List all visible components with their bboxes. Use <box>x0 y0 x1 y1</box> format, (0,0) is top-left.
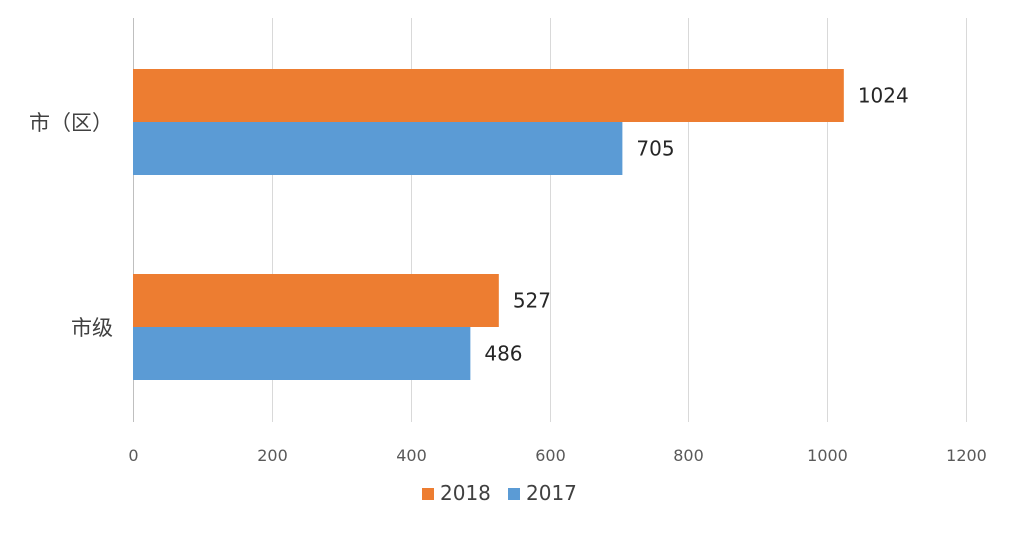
data-labels: 1024 705 527 486 <box>484 84 908 366</box>
legend-label-2017: 2017 <box>526 481 577 505</box>
bars <box>133 69 844 380</box>
x-tick-label: 800 <box>673 446 704 465</box>
x-tick-label: 600 <box>535 446 566 465</box>
x-tick-label: 200 <box>257 446 288 465</box>
y-category-label: 市（区） <box>29 111 113 135</box>
x-tick-label: 1000 <box>807 446 848 465</box>
x-tick-label: 0 <box>128 446 138 465</box>
legend-label-2018: 2018 <box>440 481 491 505</box>
data-label-2017-1: 486 <box>484 342 522 366</box>
data-label-2018-0: 1024 <box>858 84 909 108</box>
data-label-2018-1: 527 <box>513 289 551 313</box>
bar-2017-1 <box>133 327 471 380</box>
x-tick-label: 400 <box>396 446 427 465</box>
data-label-2017-0: 705 <box>636 137 674 161</box>
legend: 2018 2017 <box>422 481 577 505</box>
bar-2017-0 <box>133 122 623 175</box>
bar-2018-1 <box>133 274 499 327</box>
legend-swatch-2017 <box>508 488 520 500</box>
legend-swatch-2018 <box>422 488 434 500</box>
y-category-label: 市级 <box>71 316 113 340</box>
x-tick-label: 1200 <box>946 446 987 465</box>
axes: 0 200 400 600 800 1000 1200 市（区） 市级 <box>29 111 987 465</box>
bar-2018-0 <box>133 69 844 122</box>
